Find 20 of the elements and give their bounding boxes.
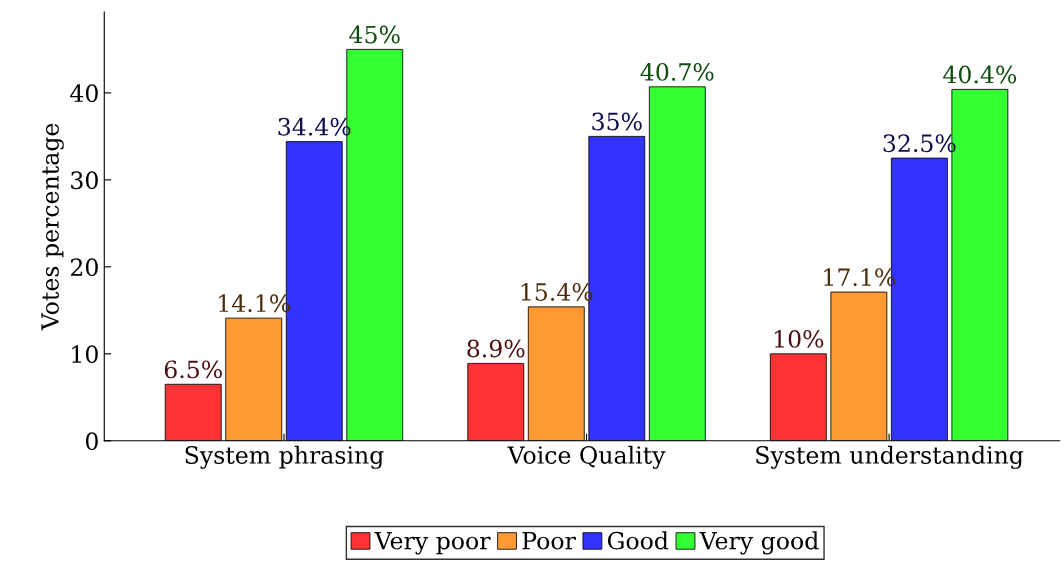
legend-label: Very good	[699, 531, 819, 555]
data-label: 40.4%	[943, 65, 1017, 84]
y-tick-label: 10	[72, 345, 98, 364]
data-label: 6.5%	[164, 360, 222, 379]
y-axis-title: Votes percentage	[41, 123, 64, 331]
data-label: 40.7%	[640, 62, 714, 81]
data-label: 8.9%	[467, 339, 525, 358]
y-tick-label: 30	[71, 171, 98, 190]
legend-label: Poor	[522, 532, 576, 550]
y-tick-label: 20	[70, 258, 98, 277]
x-tick-label: System understanding	[756, 445, 1024, 469]
x-tick-label: Voice Quality	[507, 445, 666, 469]
data-label: 10%	[774, 330, 824, 348]
x-tick-label: System phrasing	[185, 445, 384, 469]
y-tick-label: 40	[70, 84, 98, 103]
data-label: 45%	[349, 25, 400, 44]
data-label: 35%	[592, 112, 642, 131]
legend-label: Very poor	[374, 532, 491, 555]
y-tick-label: 0	[85, 432, 98, 451]
legend-label: Good	[607, 531, 669, 550]
